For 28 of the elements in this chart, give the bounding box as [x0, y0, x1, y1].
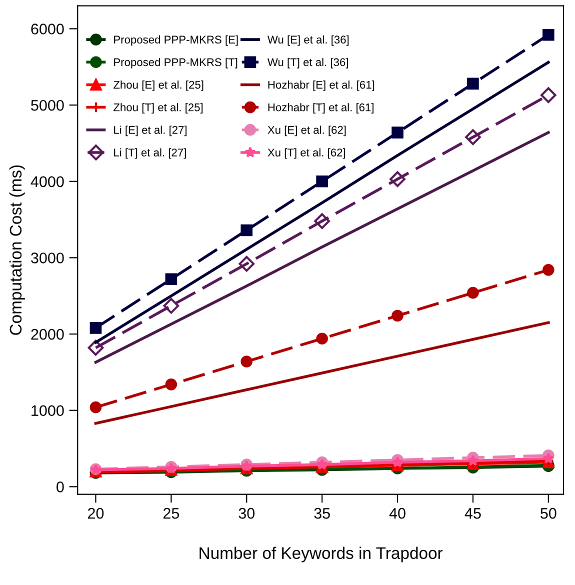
- legend-label: Li [E] et al. [27]: [114, 126, 187, 136]
- y-tick-label: 2000: [31, 328, 64, 340]
- legend-label: Zhou [T] et al. [25]: [114, 103, 203, 114]
- x-tick-label: 20: [88, 508, 104, 519]
- x-axis-title: Number of Keywords in Trapdoor: [200, 546, 443, 562]
- legend-label: Hozhabr [T] et al. [61]: [268, 103, 374, 114]
- x-tick-label: 45: [464, 508, 481, 519]
- y-tick-label: 0: [56, 482, 64, 492]
- legend-label: Xu [T] et al. [62]: [268, 148, 346, 159]
- x-tick-label: 50: [540, 508, 556, 519]
- x-tick-label: 25: [163, 508, 180, 519]
- legend-label: Hozhabr [E] et al. [61]: [268, 80, 374, 91]
- legend-label: Wu [E] et al. [36]: [267, 35, 349, 46]
- y-tick-label: 1000: [32, 405, 64, 416]
- legend-label: Wu [T] et al. [36]: [267, 58, 348, 68]
- legend-label: Li [T] et al. [27]: [114, 148, 186, 159]
- legend-label: Zhou [E] et al. [25]: [114, 80, 204, 91]
- x-tick-label: 35: [314, 508, 330, 519]
- x-tick-label: 30: [238, 508, 255, 519]
- y-tick-label: 4000: [30, 176, 64, 188]
- legend-label: Proposed PPP-MKRS [E]: [114, 35, 238, 46]
- legend-label: Proposed PPP-MKRS [T]: [114, 58, 238, 68]
- y-tick-label: 3000: [31, 252, 64, 264]
- x-tick-label: 40: [389, 508, 406, 519]
- y-axis-title: Computation Cost (ms): [9, 165, 25, 335]
- y-tick-label: 5000: [31, 100, 64, 111]
- legend-label: Xu [E] et al. [62]: [268, 126, 346, 136]
- y-tick-label: 6000: [31, 24, 64, 34]
